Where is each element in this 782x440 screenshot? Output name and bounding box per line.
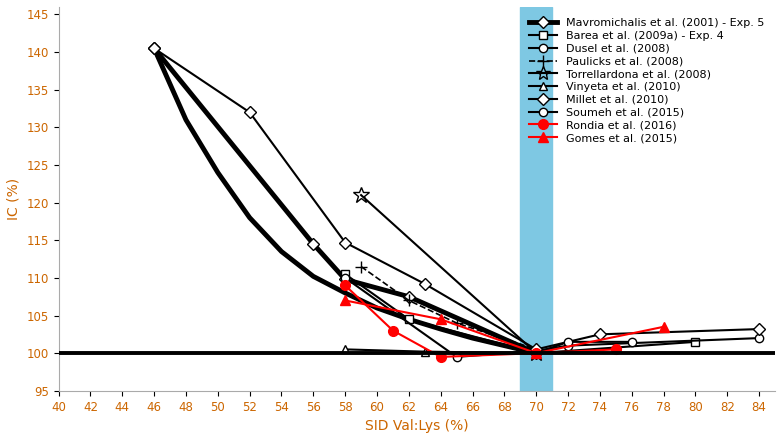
Y-axis label: IC (%): IC (%): [7, 178, 21, 220]
Bar: [520, 7, 552, 391]
Legend: Mavromichalis et al. (2001) - Exp. 5, Barea et al. (2009a) - Exp. 4, Dusel et al: Mavromichalis et al. (2001) - Exp. 5, Ba…: [523, 12, 769, 149]
X-axis label: SID Val:Lys (%): SID Val:Lys (%): [365, 419, 468, 433]
